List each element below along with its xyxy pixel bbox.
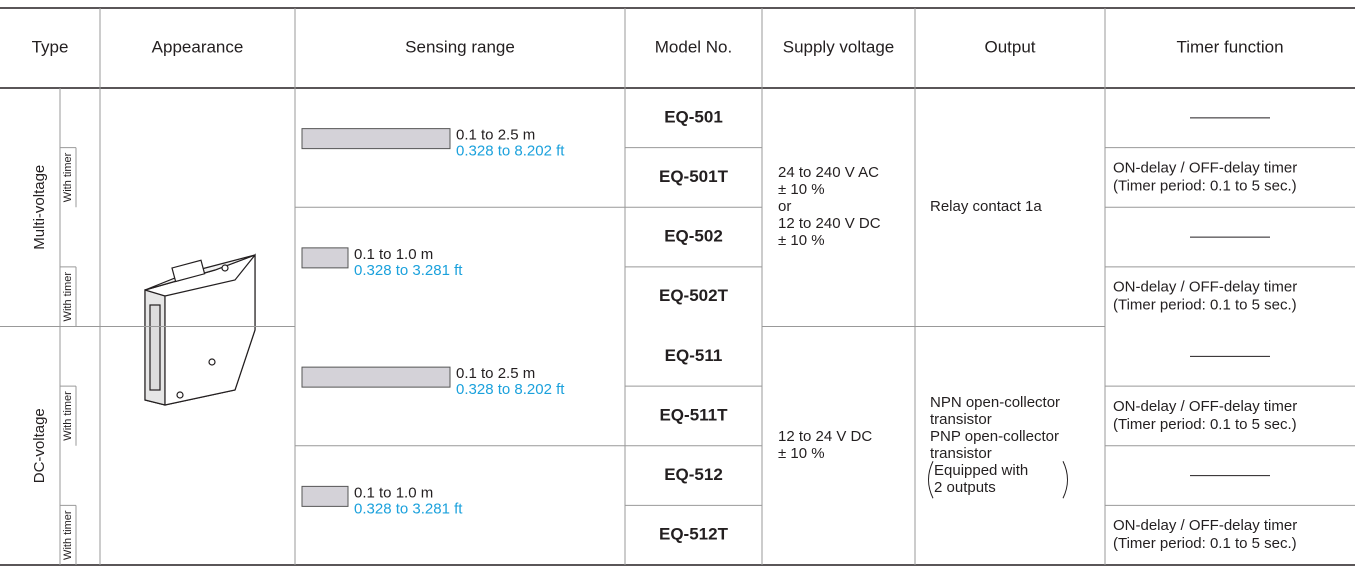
column-header: Model No. — [655, 37, 732, 56]
supply-line: ± 10 % — [778, 445, 825, 462]
column-header: Output — [984, 37, 1035, 56]
range-imperial: 0.328 to 8.202 ft — [456, 381, 565, 398]
output-line: Relay contact 1a — [930, 198, 1042, 215]
timer-text: ON-delay / OFF-delay timer — [1113, 279, 1297, 296]
column-header: Appearance — [152, 37, 244, 56]
column-header: Sensing range — [405, 37, 515, 56]
supply-line: ± 10 % — [778, 232, 825, 249]
group-label: DC-voltage — [31, 408, 48, 483]
supply-line: 12 to 24 V DC — [778, 428, 872, 445]
model-no: EQ-512 — [664, 465, 723, 484]
group-label: Multi-voltage — [31, 165, 48, 250]
model-no: EQ-511 — [665, 346, 723, 365]
output-note: 2 outputs — [934, 479, 996, 496]
output-note: Equipped with — [934, 462, 1028, 479]
timer-tag: With timer — [62, 272, 74, 322]
paren — [1062, 461, 1068, 499]
timer-tag: With timer — [62, 391, 74, 441]
model-no: EQ-502T — [659, 286, 729, 305]
output-line: transistor — [930, 445, 992, 462]
timer-tag: With timer — [62, 510, 74, 560]
timer-text: ON-delay / OFF-delay timer — [1113, 398, 1297, 415]
column-header: Type — [32, 37, 69, 56]
range-bar — [301, 366, 451, 388]
timer-text: ON-delay / OFF-delay timer — [1113, 517, 1297, 534]
timer-text: (Timer period: 0.1 to 5 sec.) — [1113, 416, 1297, 433]
range-bar — [301, 485, 349, 507]
sensor-drawing — [144, 253, 256, 406]
timer-text: (Timer period: 0.1 to 5 sec.) — [1113, 297, 1297, 314]
range-metric: 0.1 to 2.5 m — [456, 127, 535, 144]
model-no: EQ-512T — [659, 525, 729, 544]
column-header: Timer function — [1176, 37, 1283, 56]
timer-text: (Timer period: 0.1 to 5 sec.) — [1113, 535, 1297, 552]
model-no: EQ-501T — [659, 167, 729, 186]
timer-text: (Timer period: 0.1 to 5 sec.) — [1113, 177, 1297, 194]
model-no: EQ-511T — [659, 405, 728, 424]
supply-line: 24 to 240 V AC — [778, 164, 879, 181]
output-line: PNP open-collector — [930, 428, 1059, 445]
supply-line: ± 10 % — [778, 181, 825, 198]
range-metric: 0.1 to 1.0 m — [354, 484, 433, 501]
supply-line: or — [778, 198, 791, 215]
range-metric: 0.1 to 2.5 m — [456, 365, 535, 382]
range-bar — [301, 128, 451, 150]
paren — [928, 461, 934, 499]
model-no: EQ-501 — [664, 107, 723, 126]
supply-line: 12 to 240 V DC — [778, 215, 881, 232]
output-line: NPN open-collector — [930, 394, 1060, 411]
output-line: transistor — [930, 411, 992, 428]
timer-text: ON-delay / OFF-delay timer — [1113, 159, 1297, 176]
range-metric: 0.1 to 1.0 m — [354, 246, 433, 263]
model-no: EQ-502 — [664, 227, 723, 246]
column-header: Supply voltage — [783, 37, 895, 56]
range-imperial: 0.328 to 3.281 ft — [354, 262, 463, 279]
range-imperial: 0.328 to 3.281 ft — [354, 500, 463, 517]
range-imperial: 0.328 to 8.202 ft — [456, 143, 565, 160]
timer-tag: With timer — [62, 152, 74, 202]
range-bar — [301, 247, 349, 269]
